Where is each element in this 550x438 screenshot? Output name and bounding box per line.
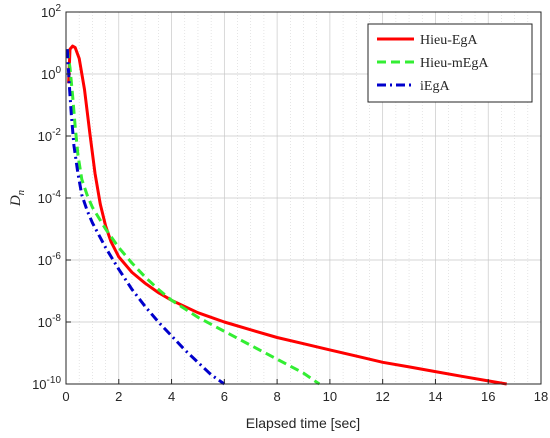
y-tick-label: 100 — [41, 65, 61, 82]
x-tick-label: 14 — [428, 389, 442, 404]
y-tick-label: 10-10 — [32, 375, 61, 392]
y-tick-label: 10-8 — [38, 313, 62, 330]
y-tick-label: 102 — [41, 3, 61, 20]
series-line-1 — [65, 48, 321, 386]
legend-label: Hieu-EgA — [420, 33, 478, 48]
series-line-0 — [67, 44, 507, 386]
x-axis-label: Elapsed time [sec] — [246, 415, 360, 431]
legend-label: Hieu-mEgA — [420, 56, 489, 71]
legend-label: iEgA — [420, 79, 450, 94]
x-tick-label: 6 — [221, 389, 228, 404]
x-tick-label: 8 — [273, 389, 280, 404]
x-tick-label: 10 — [323, 389, 337, 404]
x-tick-label: 16 — [481, 389, 495, 404]
x-tick-label: 0 — [62, 389, 69, 404]
y-tick-label: 10-6 — [38, 251, 62, 268]
x-tick-label: 2 — [115, 389, 122, 404]
y-axis-label-main: D — [8, 195, 24, 207]
x-tick-label: 18 — [534, 389, 548, 404]
y-axis-label-subscript: n — [15, 189, 27, 195]
y-tick-label: 10-4 — [38, 189, 62, 206]
x-tick-label: 4 — [168, 389, 175, 404]
series-lines — [65, 44, 507, 386]
x-tick-label: 12 — [375, 389, 389, 404]
axis-ticks: 0 2 4 6 8 10 12 14 16 18 102 100 10-2 10-4 10-6 10-8 10-… — [32, 3, 548, 404]
series-line-2 — [65, 49, 226, 386]
y-axis-label: Dn — [8, 189, 27, 207]
legend: Hieu-EgA Hieu-mEgA iEgA — [367, 23, 533, 103]
y-tick-label: 10-2 — [38, 127, 62, 144]
